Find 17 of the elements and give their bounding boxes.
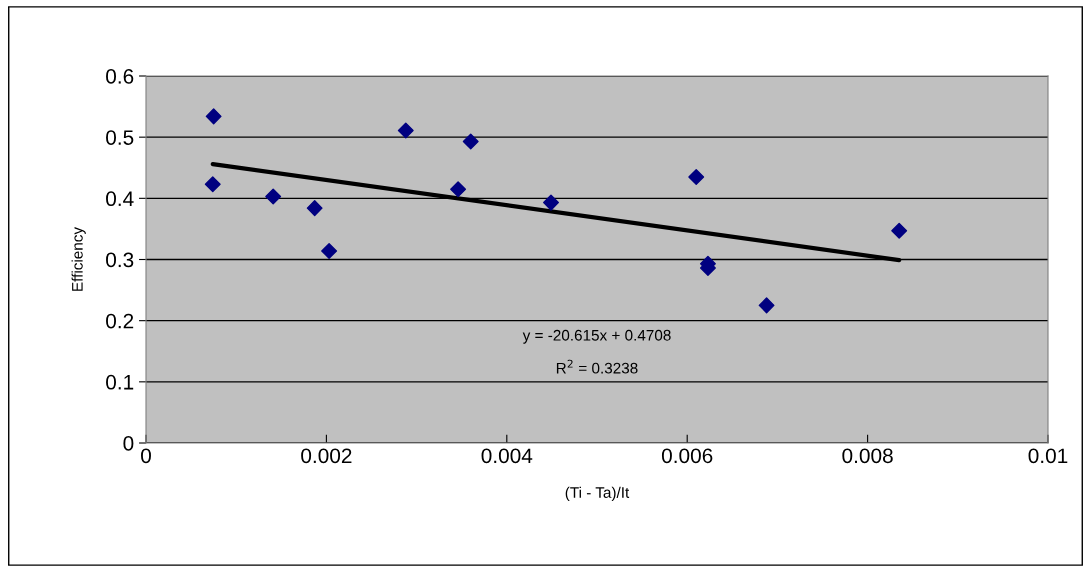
y-tick-label: 0.6: [106, 69, 134, 84]
x-axis-title: (Ti - Ta)/It: [565, 486, 630, 501]
y-axis-title: Efficiency: [71, 226, 86, 291]
annotation: R$^{2}$ = 0.3238: [556, 359, 638, 374]
y-tick-label: 0.3: [106, 252, 134, 268]
y-tick-label: 0.2: [106, 313, 134, 329]
annotation: y = -20.615x + 0.4708: [522, 329, 671, 344]
y-tick-label: 0.5: [106, 130, 134, 145]
x-tick-label: 0.002: [301, 448, 352, 464]
y-tick-label: 0: [123, 436, 134, 451]
y-tick-label: 0.1: [106, 374, 134, 390]
y-tick-label: 0.4: [106, 191, 134, 207]
x-tick-label: 0.004: [481, 448, 533, 464]
x-tick-label: 0: [141, 448, 151, 464]
x-tick-label: 0.01: [1028, 448, 1068, 464]
x-tick-label: 0.006: [661, 448, 713, 464]
x-tick-label: 0.008: [842, 448, 893, 464]
